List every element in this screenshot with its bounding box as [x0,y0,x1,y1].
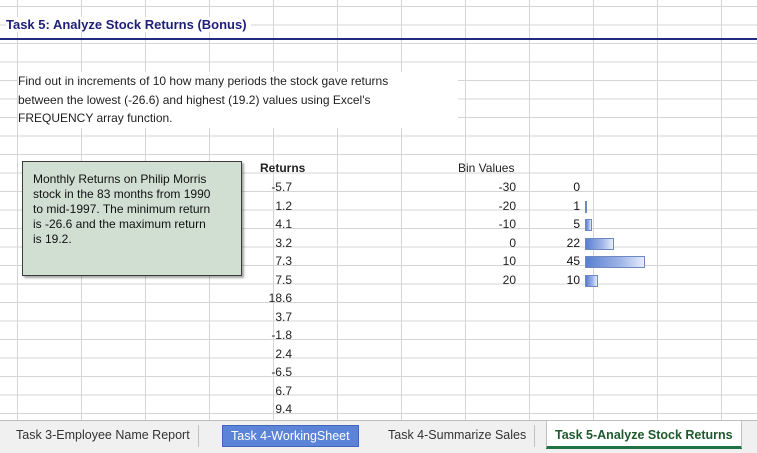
bin-value-cell[interactable]: 10 [502,254,516,268]
note-text-box[interactable]: Monthly Returns on Philip Morris stock i… [22,161,242,276]
bin-value-cell[interactable]: 20 [502,272,516,287]
return-value-cell[interactable]: 7.5 [275,272,292,287]
bin-value-cell[interactable]: -30 [498,180,516,194]
note-line: is 19.2. [33,232,72,246]
frequency-value-cell[interactable]: 0 [573,180,580,194]
note-line: is -26.6 and the maximum return [33,217,206,231]
instruction-line: Find out in increments of 10 how many pe… [18,74,389,88]
title-border [0,38,757,40]
return-value-cell[interactable]: 9.4 [275,402,292,416]
return-value-cell[interactable]: -6.5 [271,365,292,379]
tab-task4-summarize-sales[interactable]: Task 4-Summarize Sales [380,425,536,447]
frequency-value-cell[interactable]: 10 [566,272,580,287]
return-value-cell[interactable]: 3.2 [275,235,292,250]
bin-values-header[interactable]: Bin Values [458,161,515,175]
bin-value-cell[interactable]: 0 [509,235,516,250]
sheet-title: Task 5: Analyze Stock Returns (Bonus) [6,17,251,32]
instruction-line: FREQUENCY array function. [18,111,173,125]
frequency-value-cell[interactable]: 5 [573,217,580,231]
frequency-value-cell[interactable]: 22 [566,235,580,250]
frequency-data-bar [585,200,587,213]
instruction-line: between the lowest (-26.6) and highest (… [18,92,371,107]
frequency-value-cell[interactable]: 45 [566,254,580,268]
return-value-cell[interactable]: 1.2 [275,198,292,213]
returns-header[interactable]: Returns [260,161,306,175]
sheet-tab-bar: Task 3-Employee Name Report Task 4-Worki… [0,420,757,453]
return-value-cell[interactable]: 18.6 [268,291,292,305]
instructions-text: Find out in increments of 10 how many pe… [18,72,458,128]
tab-task3-employee-name-report[interactable]: Task 3-Employee Name Report [8,425,199,447]
frequency-data-bar [585,274,599,287]
tab-task4-workingsheet[interactable]: Task 4-WorkingSheet [222,425,359,447]
return-value-cell[interactable]: 3.7 [275,309,292,324]
frequency-data-bar [585,237,615,250]
return-value-cell[interactable]: -1.8 [271,328,292,342]
frequency-value-cell[interactable]: 1 [573,198,580,213]
tab-task5-analyze-stock-returns[interactable]: Task 5-Analyze Stock Returns [546,421,742,449]
return-value-cell[interactable]: 2.4 [275,346,292,361]
note-line: stock in the 83 months from 1990 [33,187,211,201]
bin-value-cell[interactable]: -20 [498,198,516,213]
frequency-data-bar [585,219,592,231]
return-value-cell[interactable]: 4.1 [275,217,292,231]
return-value-cell[interactable]: -5.7 [271,180,292,194]
note-line: to mid-1997. The minimum return [33,202,211,216]
return-value-cell[interactable]: 7.3 [275,254,292,268]
frequency-data-bar [585,256,645,268]
return-value-cell[interactable]: 6.7 [275,383,292,398]
note-line: Monthly Returns on Philip Morris [33,172,207,186]
bin-value-cell[interactable]: -10 [498,217,516,231]
